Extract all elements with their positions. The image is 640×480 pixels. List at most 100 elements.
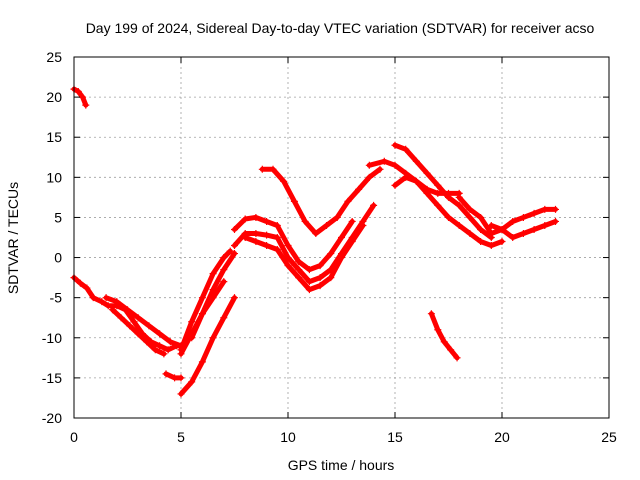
data-point <box>519 213 527 221</box>
data-point <box>295 274 303 282</box>
data-point <box>220 266 228 274</box>
series-arc-4 <box>109 306 168 358</box>
data-point <box>466 205 474 213</box>
data-point <box>177 374 185 382</box>
series-arc-12 <box>241 221 367 294</box>
data-point <box>273 234 281 241</box>
data-point <box>552 217 559 225</box>
data-point <box>434 181 442 189</box>
data-point <box>498 238 506 246</box>
data-point <box>423 189 431 197</box>
data-point <box>284 242 292 250</box>
y-tick-label: 5 <box>54 209 62 225</box>
data-point <box>188 334 196 342</box>
chart-title: Day 199 of 2024, Sidereal Day-to-day VTE… <box>86 20 595 36</box>
data-point <box>273 221 281 229</box>
data-point <box>552 205 559 213</box>
data-point <box>143 338 151 346</box>
data-point <box>171 374 179 382</box>
data-point <box>113 298 121 306</box>
data-point <box>455 221 463 229</box>
data-point <box>348 238 356 246</box>
data-point <box>188 378 196 386</box>
data-point <box>338 234 345 241</box>
data-point <box>156 342 164 350</box>
y-tick-label: -10 <box>42 330 62 346</box>
series-trace <box>71 86 89 108</box>
data-point <box>316 274 324 282</box>
series-arc-5 <box>162 370 185 382</box>
data-point <box>198 294 206 302</box>
data-point <box>333 213 341 221</box>
x-tick-label: 10 <box>280 429 296 445</box>
series-trace <box>178 295 237 397</box>
data-point <box>295 258 303 266</box>
data-point <box>164 346 172 354</box>
data-point <box>477 225 485 233</box>
series-arc-3 <box>102 294 185 350</box>
data-point <box>231 294 238 302</box>
series-trace <box>456 194 558 236</box>
data-point <box>263 242 271 250</box>
data-point <box>541 221 549 229</box>
data-point <box>305 286 313 294</box>
data-point <box>177 390 185 398</box>
data-point <box>166 338 174 346</box>
series-trace <box>259 166 383 236</box>
x-tick-label: 25 <box>601 429 617 445</box>
data-point <box>477 238 485 246</box>
x-axis-label: GPS time / hours <box>288 457 395 473</box>
y-tick-label: -20 <box>42 410 62 426</box>
data-point <box>269 165 277 173</box>
data-point <box>327 274 335 282</box>
data-point <box>455 201 463 209</box>
data-point <box>231 225 238 233</box>
data-point <box>391 141 399 149</box>
data-point <box>284 254 292 262</box>
y-tick-label: 0 <box>54 250 62 266</box>
data-point <box>402 173 410 181</box>
data-point <box>423 169 431 177</box>
plot-frame <box>73 56 610 419</box>
data-point <box>466 213 474 221</box>
data-point <box>348 217 356 225</box>
data-point <box>126 322 134 330</box>
data-point <box>412 177 420 185</box>
data-point <box>241 234 249 241</box>
data-point <box>455 193 463 201</box>
data-point <box>530 209 538 217</box>
data-point <box>466 229 474 237</box>
data-point <box>365 161 373 169</box>
series-arc-19 <box>427 310 461 362</box>
data-point <box>82 101 90 109</box>
data-point <box>162 370 170 378</box>
data-point <box>391 161 399 169</box>
x-tick-label: 15 <box>387 429 403 445</box>
series-trace <box>242 223 366 293</box>
data-point <box>209 334 217 342</box>
data-point <box>312 229 320 237</box>
data-point <box>134 314 142 322</box>
data-point <box>427 310 435 318</box>
data-point <box>160 350 168 358</box>
y-tick-label: 20 <box>46 89 62 105</box>
data-point <box>530 225 538 233</box>
data-point <box>89 294 97 302</box>
data-point <box>447 346 455 354</box>
data-point <box>290 197 298 205</box>
data-point <box>365 173 373 181</box>
y-tick-label: -5 <box>50 290 63 306</box>
data-point <box>198 310 206 318</box>
data-point <box>209 286 217 294</box>
series-arc-9 <box>188 250 238 342</box>
y-axis-label: SDTVAR / TECUs <box>5 182 21 294</box>
data-point <box>177 346 185 354</box>
data-point <box>376 165 384 173</box>
data-point <box>98 298 106 306</box>
data-point <box>487 229 495 237</box>
data-point <box>370 201 378 209</box>
data-point <box>412 157 420 165</box>
data-point <box>209 270 217 278</box>
data-point <box>241 215 249 223</box>
